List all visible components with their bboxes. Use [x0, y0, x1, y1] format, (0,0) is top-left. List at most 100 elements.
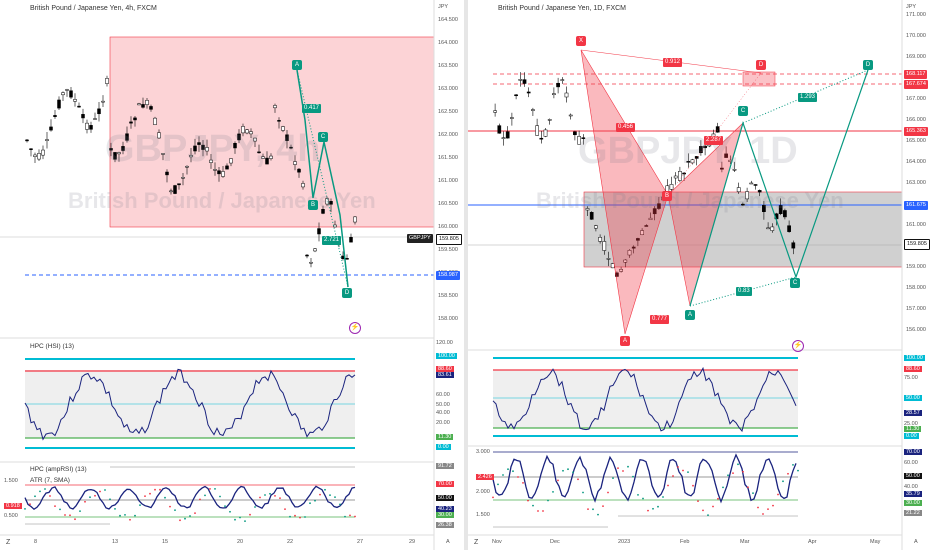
indicator-dot — [602, 505, 604, 507]
ratio-label: 0.456 — [616, 123, 636, 132]
indicator-axis-tick: 30.00 — [436, 512, 454, 518]
pane-divider[interactable] — [464, 0, 468, 550]
indicator-title-hsi[interactable]: HPC (HSI) (13) — [30, 343, 75, 350]
time-axis-tick: Feb — [680, 539, 690, 545]
candle-body — [690, 159, 695, 164]
left-chart-pane[interactable]: GBPJPY, 4h British Pound / Japanese Yen … — [0, 0, 464, 550]
indicator-dot — [582, 491, 584, 494]
right-chart-canvas[interactable] — [468, 0, 932, 550]
candle-body — [77, 105, 81, 108]
price-axis-tick: 156.000 — [906, 327, 926, 333]
indicator-dot — [672, 475, 674, 477]
candle-body — [173, 185, 177, 194]
indicator-left-tick: 2.426 — [476, 474, 494, 480]
candle-body — [778, 205, 783, 215]
indicator-axis-tick: 26.38 — [436, 522, 454, 528]
price-axis-tick: 159.500 — [438, 247, 458, 253]
candle-body — [741, 203, 745, 206]
candle-body — [783, 210, 787, 218]
indicator-dot — [722, 486, 724, 489]
indicator-dot — [129, 518, 131, 521]
candle-body — [249, 131, 253, 135]
candle-body — [245, 129, 249, 134]
time-axis-tick: Dec — [550, 539, 560, 545]
indicator-dot — [627, 465, 629, 468]
candle-body — [213, 169, 217, 171]
lightning-icon[interactable]: ⚡ — [792, 340, 804, 352]
candle-body — [522, 79, 527, 84]
candle-body — [493, 110, 497, 113]
indicator-dot — [512, 470, 514, 473]
indicator-axis-tick: 20.00 — [436, 420, 450, 426]
indicator-title-amprsi[interactable]: HPC (ampRSI) (13) — [30, 466, 87, 473]
indicator-dot — [139, 504, 141, 506]
indicator-axis-tick: 25.00 — [904, 421, 918, 427]
candle-body — [514, 94, 518, 97]
indicator-title-atr[interactable]: ATR (7, SMA) — [30, 477, 70, 484]
indicator-axis-tick: 11.30 — [904, 426, 922, 432]
indicator-dot — [134, 514, 136, 517]
indicator-dot — [144, 495, 146, 497]
candle-body — [631, 246, 636, 249]
left-chart-canvas[interactable] — [0, 0, 464, 550]
price-axis-tick: 162.000 — [438, 132, 458, 138]
indicator-dot — [577, 478, 579, 481]
time-axis-tick: 22 — [287, 539, 294, 545]
indicator-dot — [94, 494, 96, 497]
candle-body — [636, 238, 640, 241]
candle-body — [225, 165, 229, 170]
price-axis-tick: 159.000 — [906, 264, 926, 270]
indicator-dot — [552, 491, 554, 493]
candle-body — [181, 177, 185, 179]
indicator-dot — [782, 480, 784, 483]
indicator-dot — [682, 469, 684, 472]
price-tag: 159.805 — [436, 234, 462, 245]
candle-body — [109, 148, 113, 151]
indicator-dot — [567, 468, 569, 471]
indicator-dot — [542, 510, 544, 512]
candle-body — [81, 114, 85, 119]
candle-body — [526, 91, 531, 94]
zoom-icon[interactable]: Z — [474, 539, 479, 546]
indicator-dot — [537, 510, 539, 512]
candle-body — [669, 184, 674, 190]
time-axis-tick: May — [870, 539, 881, 545]
indicator-axis-tick: 100.00 — [904, 355, 925, 361]
price-axis-tick: 160.000 — [438, 224, 458, 230]
candle-body — [619, 268, 623, 272]
indicator-axis-tick: 75.00 — [904, 375, 918, 381]
candle-body — [153, 117, 157, 125]
indicator-dot — [249, 513, 251, 516]
lightning-icon[interactable]: ⚡ — [349, 322, 361, 334]
candle-body — [117, 152, 121, 155]
indicator-dot — [274, 495, 276, 497]
indicator-dot — [69, 514, 71, 517]
indicator-dot — [617, 467, 619, 469]
indicator-dot — [637, 494, 639, 496]
candle-body — [610, 263, 615, 269]
indicator-dot — [159, 488, 161, 491]
indicator-dot — [309, 502, 311, 505]
candle-body — [201, 144, 205, 150]
indicator-dot — [219, 495, 221, 498]
zoom-icon[interactable]: Z — [6, 539, 11, 546]
blue-price-tag: 161.675 — [904, 201, 928, 210]
candle-body — [285, 134, 289, 141]
indicator-dot — [692, 484, 694, 487]
candle-body — [505, 131, 510, 139]
indicator-dot — [329, 494, 331, 496]
time-axis-tick: 27 — [357, 539, 364, 545]
chart-title[interactable]: British Pound / Japanese Yen, 4h, FXCM — [30, 5, 157, 12]
indicator-left-tick: 1.500 — [4, 478, 18, 484]
indicator-axis-tick: 88.60 — [436, 366, 454, 372]
indicator-axis-tick: 70.00 — [904, 449, 922, 455]
indicator-dot — [707, 514, 709, 516]
price-axis-tick: 163.000 — [438, 86, 458, 92]
indicator-dot — [234, 518, 236, 521]
indicator-dot — [522, 482, 524, 484]
price-axis-tick: 169.000 — [906, 54, 926, 60]
time-axis-tick: 29 — [409, 539, 416, 545]
chart-title[interactable]: British Pound / Japanese Yen, 1D, FXCM — [498, 5, 627, 12]
right-chart-pane[interactable]: GBPJPY, 1D British Pound / Japanese Yen … — [468, 0, 932, 550]
candle-body — [237, 133, 241, 141]
